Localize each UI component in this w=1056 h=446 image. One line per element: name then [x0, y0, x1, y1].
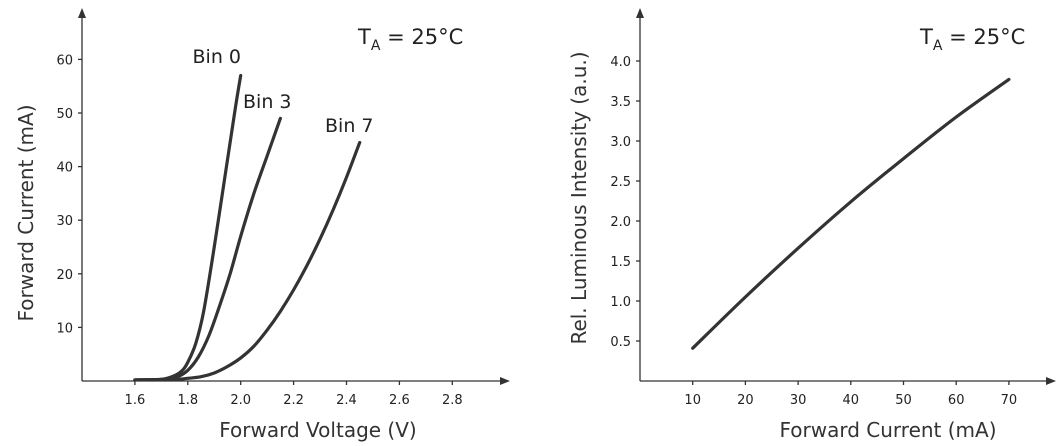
luminous-intensity-vs-current-chart: Rel. Luminous Intensity (a.u.) Forward C…	[567, 8, 1056, 442]
left-x-tick-label: 2.4	[336, 393, 357, 408]
right-y-tick-label: 2.0	[610, 215, 631, 230]
right-series-intensity	[691, 77, 1011, 350]
right-y-tick-label: 4.0	[610, 55, 631, 70]
left-y-tick-label: 20	[56, 268, 73, 283]
right-x-tick-label: 50	[895, 393, 912, 408]
right-x-tick-label: 60	[948, 393, 965, 408]
right-y-tick-label: 1.5	[610, 255, 631, 270]
right-x-tick-label: 40	[843, 393, 860, 408]
left-y-tick-label: 10	[56, 321, 73, 336]
right-y-axis-label: Rel. Luminous Intensity (a.u.)	[567, 51, 591, 344]
right-y-tick-label: 1.0	[610, 295, 631, 310]
right-temperature-condition: TA = 25°C	[919, 25, 1025, 54]
left-y-tick-label: 50	[56, 107, 73, 122]
left-temperature-condition: TA = 25°C	[357, 25, 463, 54]
left-y-axis-label: Forward Current (mA)	[14, 104, 38, 321]
left-series-bin-3	[133, 116, 282, 382]
series-label-bin-0: Bin 0	[193, 46, 241, 68]
left-x-tick-label: 2.0	[230, 393, 251, 408]
right-y-tick-label: 0.5	[610, 335, 631, 350]
right-x-tick-label: 10	[684, 393, 701, 408]
left-x-tick-label: 1.6	[125, 393, 146, 408]
forward-current-vs-voltage-chart: Forward Current (mA) Forward Voltage (V)…	[14, 8, 510, 442]
left-x-axis-label: Forward Voltage (V)	[219, 418, 416, 442]
right-y-tick-label: 3.5	[610, 95, 631, 110]
right-y-tick-label: 3.0	[610, 135, 631, 150]
series-label-bin-7: Bin 7	[325, 115, 373, 137]
left-series-bin-7	[133, 140, 362, 382]
right-x-tick-label: 70	[1001, 393, 1018, 408]
right-x-tick-label: 20	[737, 393, 754, 408]
left-x-tick-label: 2.8	[442, 393, 463, 408]
left-x-tick-label: 1.8	[177, 393, 198, 408]
left-x-tick-label: 2.2	[283, 393, 304, 408]
left-x-axis-arrow	[500, 377, 510, 385]
left-y-axis-arrow	[78, 8, 86, 18]
right-y-axis-arrow	[636, 8, 644, 18]
left-y-tick-label: 40	[56, 161, 73, 176]
left-y-tick-label: 30	[56, 214, 73, 229]
left-y-tick-label: 60	[56, 53, 73, 68]
left-series-bin-0	[133, 73, 243, 382]
right-x-axis-arrow	[1046, 377, 1056, 385]
right-y-tick-label: 2.5	[610, 175, 631, 190]
right-x-axis-label: Forward Current (mA)	[779, 418, 996, 442]
left-x-tick-label: 2.6	[389, 393, 410, 408]
right-x-tick-label: 30	[790, 393, 807, 408]
series-label-bin-3: Bin 3	[243, 91, 291, 113]
